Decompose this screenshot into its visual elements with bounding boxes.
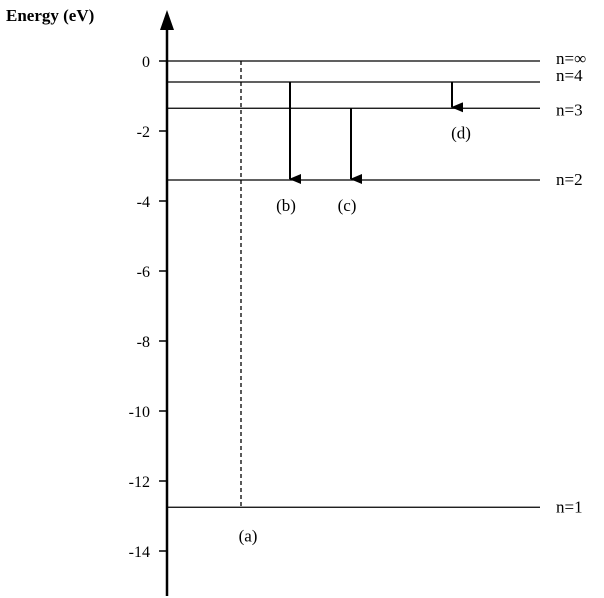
- y-tick-label: -6: [137, 264, 150, 281]
- y-tick-label: -12: [129, 474, 150, 491]
- transition-label: (a): [239, 526, 258, 545]
- energy-level-label: n=4: [556, 66, 583, 85]
- energy-level-label: n=2: [556, 170, 583, 189]
- energy-level-label: n=1: [556, 497, 583, 516]
- tick-group: 0 -2 -4 -6 -8 -10 -12 -14: [129, 54, 167, 561]
- y-axis-label: Energy (eV): [6, 6, 94, 25]
- transition-label: (c): [338, 196, 357, 215]
- energy-level-label: n=3: [556, 100, 583, 119]
- y-tick-label: 0: [142, 54, 150, 71]
- y-tick-label: -4: [137, 194, 150, 211]
- y-tick-label: -2: [137, 124, 150, 141]
- y-tick-label: -10: [129, 404, 150, 421]
- transitions: (a) (b) (c) (d): [239, 61, 471, 545]
- transition-label: (b): [276, 196, 296, 215]
- y-tick-label: -8: [137, 334, 150, 351]
- y-tick-label: -14: [129, 544, 150, 561]
- energy-levels: n=∞n=4 n=3 n=2 n=1: [167, 49, 586, 516]
- transition-label: (d): [451, 123, 471, 142]
- energy-level-label: n=∞: [556, 49, 586, 68]
- y-axis-arrowhead: [160, 10, 174, 30]
